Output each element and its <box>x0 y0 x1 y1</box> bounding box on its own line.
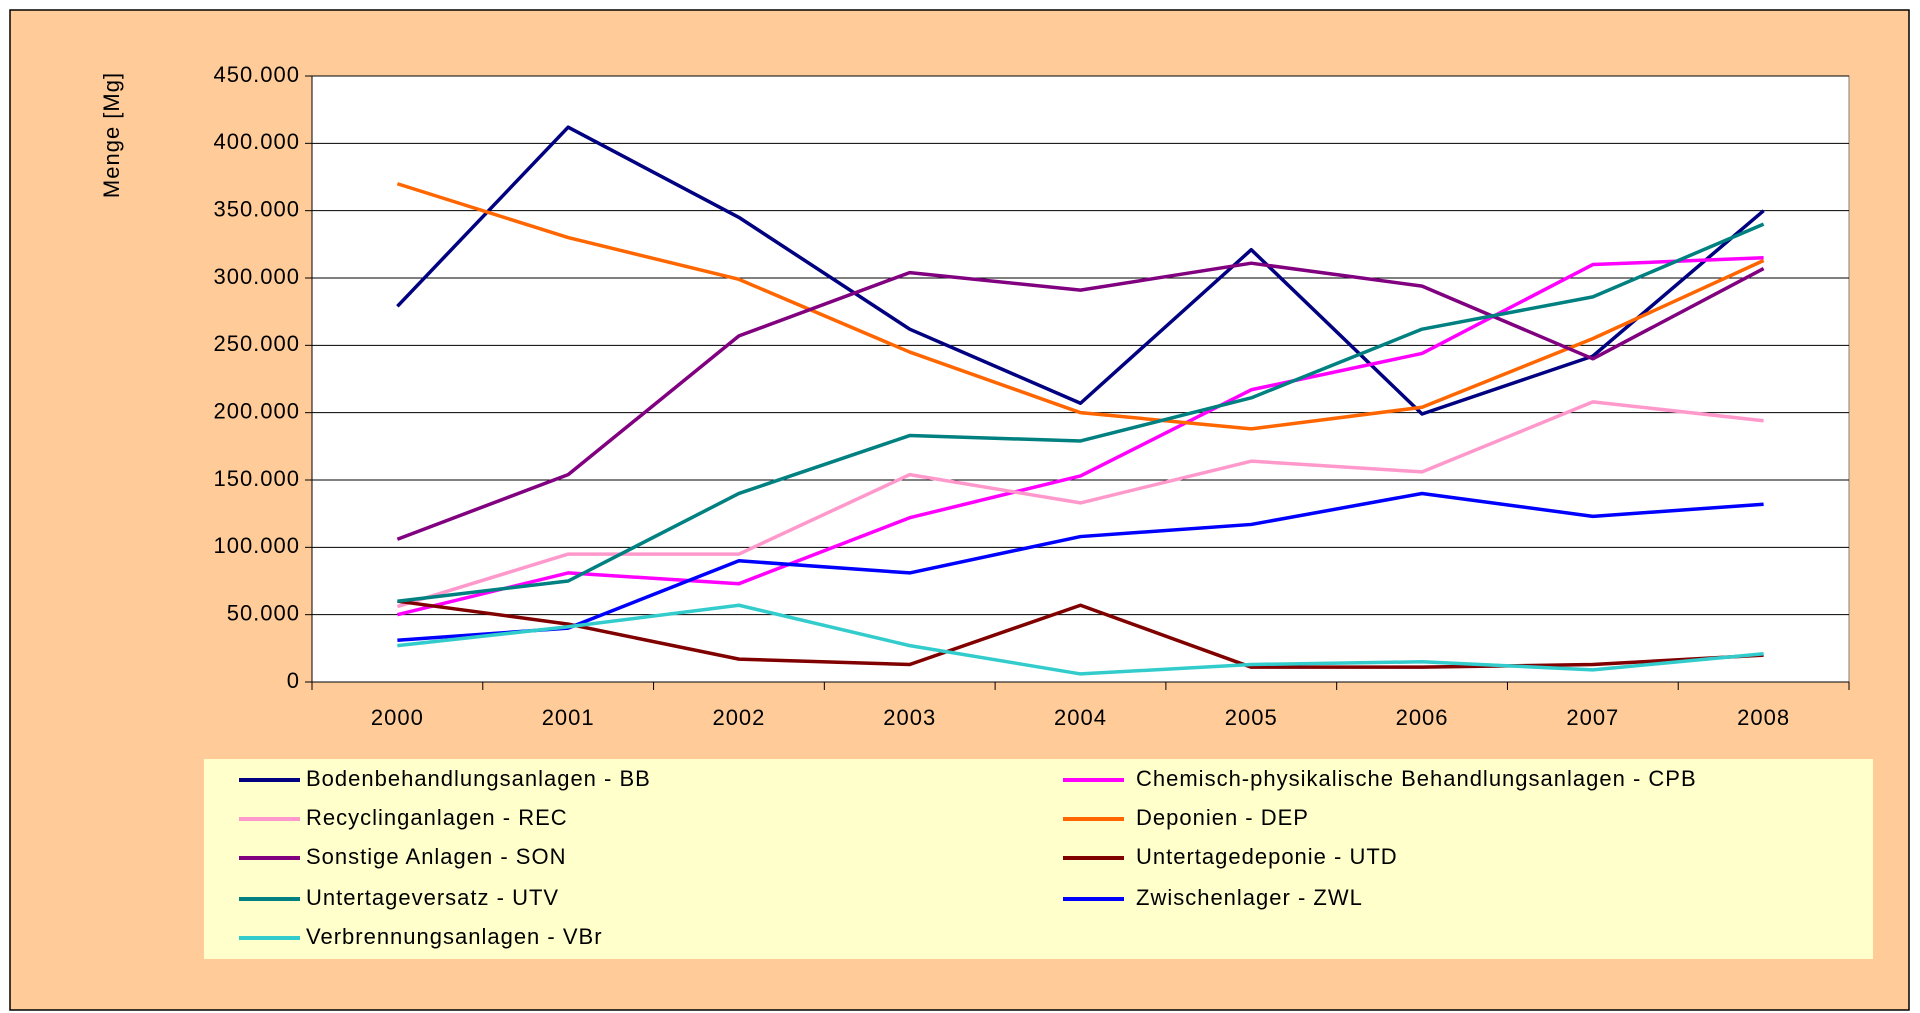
legend-label: Untertageversatz - UTV <box>306 885 559 910</box>
y-tick-label: 200.000 <box>213 398 300 423</box>
x-tick-label: 2006 <box>1396 705 1449 730</box>
legend-label: Chemisch-physikalische Behandlungsanlage… <box>1136 766 1697 791</box>
series-line <box>396 182 1765 431</box>
y-tick-label: 0 <box>287 668 300 693</box>
y-tick-label: 350.000 <box>213 196 300 221</box>
x-tick-label: 2002 <box>712 705 765 730</box>
series-line <box>397 603 1764 676</box>
x-tick-label: 2004 <box>1054 705 1107 730</box>
x-tick-label: 2003 <box>883 705 936 730</box>
y-tick-label: 150.000 <box>213 466 300 491</box>
y-axis-title: Menge [Mg] <box>99 72 124 198</box>
series-line <box>397 222 1765 603</box>
y-tick-label: 250.000 <box>213 331 300 356</box>
legend-box <box>204 759 1873 959</box>
series-line <box>397 599 1764 669</box>
legend-label: Verbrennungsanlagen - VBr <box>306 924 603 949</box>
legend-label: Sonstige Anlagen - SON <box>306 844 566 869</box>
legend-label: Bodenbehandlungsanlagen - BB <box>306 766 651 791</box>
series-line <box>396 256 1764 617</box>
legend-label: Recyclinganlagen - REC <box>306 805 568 830</box>
series-line <box>396 400 1764 609</box>
y-tick-label: 400.000 <box>213 129 300 154</box>
x-tick-label: 2008 <box>1737 705 1790 730</box>
x-tick-label: 2000 <box>371 705 424 730</box>
y-tick-label: 450.000 <box>213 62 300 87</box>
plot-area <box>311 75 1850 683</box>
y-tick-label: 50.000 <box>227 600 300 625</box>
x-tick-label: 2007 <box>1566 705 1619 730</box>
x-tick-label: 2001 <box>542 705 595 730</box>
y-tick-label: 100.000 <box>213 533 300 558</box>
series-line <box>396 125 1765 416</box>
legend-label: Untertagedeponie - UTD <box>1136 844 1398 869</box>
legend-label: Zwischenlager - ZWL <box>1136 885 1363 910</box>
x-tick-label: 2005 <box>1225 705 1278 730</box>
legend-label: Deponien - DEP <box>1136 805 1309 830</box>
series-line <box>397 491 1764 642</box>
series-line <box>396 261 1765 541</box>
y-tick-label: 300.000 <box>213 264 300 289</box>
